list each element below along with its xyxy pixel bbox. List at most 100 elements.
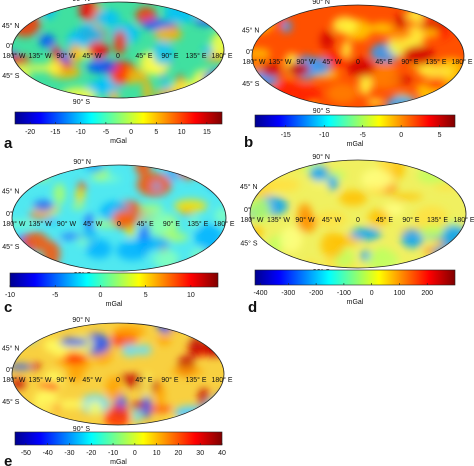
anomaly [31,173,51,181]
anomaly [108,90,119,98]
anomaly [261,62,282,78]
latitude-label: 45° S [240,240,258,248]
colorbar-tick-label: 5 [154,129,158,136]
anomaly [131,401,145,411]
anomaly [208,171,226,191]
longitude-label: 135° W [28,376,51,384]
colorbar-unit: mGal [106,301,123,308]
colorbar-tick-label: -20 [86,450,96,457]
latitude-label: 45° N [2,187,20,195]
anomaly [441,5,454,13]
anomaly [116,240,149,261]
anomaly [104,405,131,425]
colorbar-tick-label: -10 [319,132,329,139]
longitude-label: 45° W [83,220,103,228]
anomaly [417,65,453,78]
panel-letter: c [4,299,12,316]
longitude-label: 180° W [2,220,25,228]
latitude-label: 0° [244,206,251,214]
latitude-label: 45° S [242,80,260,88]
anomaly [327,175,339,191]
anomaly [203,246,226,271]
longitude-label: 0 [117,221,121,228]
longitude-label: 90° E [161,376,179,384]
map-outline [11,164,227,272]
longitude-label: 45° W [82,376,102,384]
anomaly [438,58,464,69]
colorbar-tick-label: 10 [178,129,186,136]
anomaly [164,2,199,23]
longitude-label: 180° E [213,220,234,228]
anomaly [152,41,174,66]
longitude-label: 0 [116,53,120,60]
anomaly [309,165,329,182]
anomaly [421,28,439,38]
anomaly [327,83,358,104]
anomaly [307,56,332,76]
longitude-label: 45° E [137,220,155,228]
latitude-label: 45° N [2,22,20,30]
anomaly [390,193,423,200]
colorbar-unit: mGal [110,459,127,466]
longitude-label: 135° W [28,52,51,60]
longitude-label: 135° E [185,52,206,60]
colorbar-tick-label: 30 [196,450,204,457]
colorbar-tick-label: 10 [187,292,195,299]
longitude-label: 45° W [322,216,342,224]
anomaly [33,200,54,212]
anomaly [155,384,166,407]
anomaly [213,393,224,419]
anomaly [297,203,312,225]
colorbar-tick-label: -10 [5,292,15,299]
anomaly [60,233,82,240]
anomaly [112,210,137,229]
colorbar-unit: mGal [110,138,127,145]
anomaly [74,189,85,203]
colorbar-tick-label: 40 [218,450,226,457]
longitude-label: 45° E [135,376,153,384]
latitude-label: 90° N [312,0,330,6]
anomaly [268,177,301,193]
anomaly [46,217,58,225]
anomaly [190,10,213,17]
anomaly [197,387,210,412]
anomaly [332,16,358,35]
anomaly [156,323,175,334]
colorbar-tick-label: -10 [76,129,86,136]
colorbar [9,272,219,288]
anomaly [77,181,87,191]
anomaly [39,34,56,48]
anomaly [12,363,33,370]
anomaly [419,225,445,238]
anomaly [177,86,212,98]
anomaly [12,220,37,227]
anomaly [448,98,458,107]
anomaly [119,373,147,382]
anomaly [202,70,224,88]
colorbar-tick-label: 100 [394,290,406,297]
colorbar-tick-label: 0 [129,129,133,136]
colorbar-unit: mGal [347,299,364,306]
longitude-label: 90° W [296,58,316,66]
anomaly [382,202,405,216]
anomaly [21,231,49,252]
anomaly [433,183,459,190]
anomaly [434,87,464,100]
anomaly [153,88,184,98]
map-outline [251,4,465,108]
anomaly [86,80,110,94]
anomaly [442,249,466,266]
anomaly [191,323,224,334]
anomaly [414,205,449,232]
longitude-label: 90° W [56,52,76,60]
anomaly [14,10,25,20]
colorbar-tick-label: -300 [281,290,295,297]
anomaly [347,57,375,78]
anomaly [146,405,174,412]
anomaly [173,199,208,213]
anomaly [87,41,110,59]
anomaly [105,376,122,402]
anomaly [81,228,97,240]
anomaly [85,213,94,231]
